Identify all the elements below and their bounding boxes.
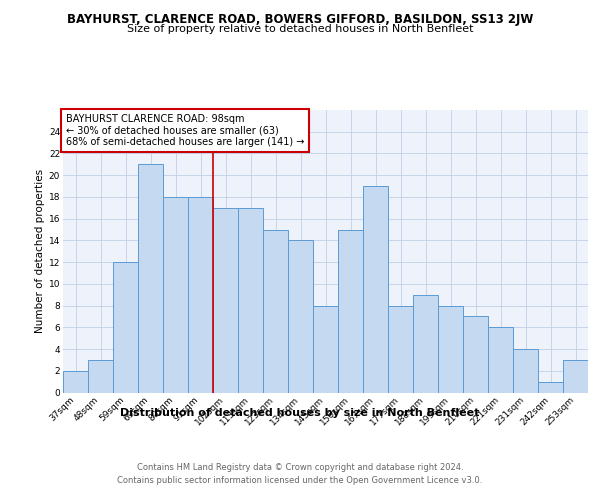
Bar — [113, 262, 138, 392]
Bar — [313, 306, 338, 392]
Bar — [463, 316, 488, 392]
Bar — [338, 230, 363, 392]
Bar — [138, 164, 163, 392]
Bar — [563, 360, 588, 392]
Bar — [388, 306, 413, 392]
Text: Size of property relative to detached houses in North Benfleet: Size of property relative to detached ho… — [127, 24, 473, 34]
Bar — [538, 382, 563, 392]
Bar — [213, 208, 238, 392]
Bar — [238, 208, 263, 392]
Bar — [488, 328, 513, 392]
Bar — [288, 240, 313, 392]
Text: BAYHURST CLARENCE ROAD: 98sqm
← 30% of detached houses are smaller (63)
68% of s: BAYHURST CLARENCE ROAD: 98sqm ← 30% of d… — [65, 114, 304, 148]
Bar — [413, 294, 438, 392]
Bar — [88, 360, 113, 392]
Text: Contains public sector information licensed under the Open Government Licence v3: Contains public sector information licen… — [118, 476, 482, 485]
Bar — [438, 306, 463, 392]
Bar — [263, 230, 288, 392]
Text: BAYHURST, CLARENCE ROAD, BOWERS GIFFORD, BASILDON, SS13 2JW: BAYHURST, CLARENCE ROAD, BOWERS GIFFORD,… — [67, 12, 533, 26]
Bar — [363, 186, 388, 392]
Text: Distribution of detached houses by size in North Benfleet: Distribution of detached houses by size … — [121, 408, 479, 418]
Text: Contains HM Land Registry data © Crown copyright and database right 2024.: Contains HM Land Registry data © Crown c… — [137, 462, 463, 471]
Bar — [513, 349, 538, 393]
Bar — [63, 371, 88, 392]
Y-axis label: Number of detached properties: Number of detached properties — [35, 169, 44, 334]
Bar — [163, 197, 188, 392]
Bar — [188, 197, 213, 392]
